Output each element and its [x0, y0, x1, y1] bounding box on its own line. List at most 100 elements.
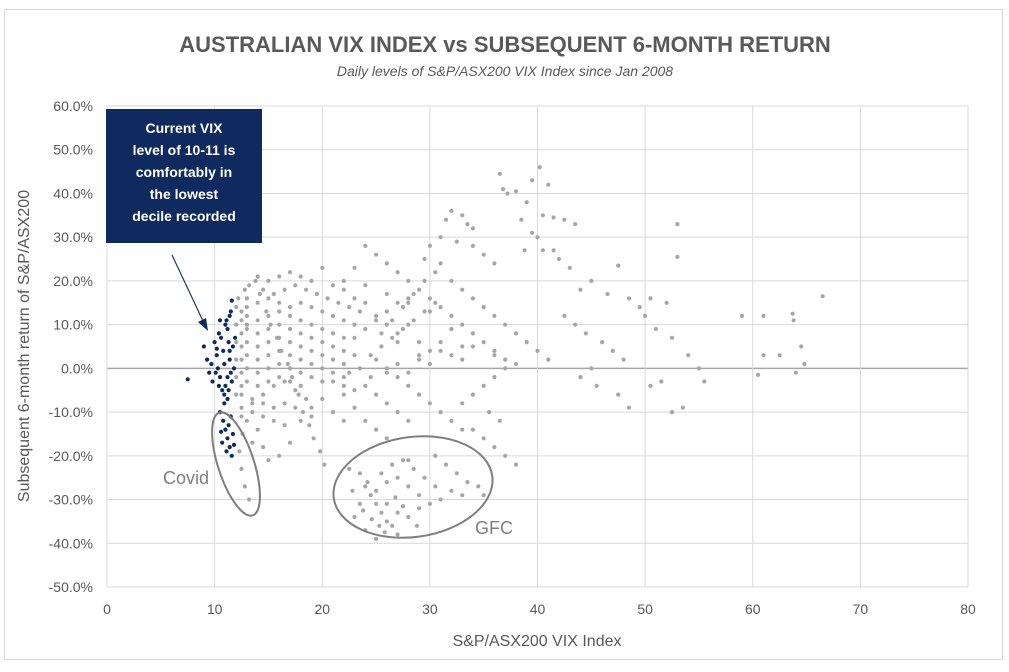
- x-tick-label: 0: [103, 601, 111, 617]
- low-vix-point: [229, 453, 234, 458]
- data-point: [244, 366, 249, 371]
- data-point: [285, 361, 290, 367]
- data-point: [820, 294, 825, 299]
- data-point: [341, 383, 346, 388]
- data-point: [239, 357, 244, 362]
- data-point: [777, 353, 782, 358]
- data-point: [287, 313, 293, 318]
- low-vix-point: [225, 326, 230, 332]
- data-point: [239, 466, 244, 471]
- data-point: [411, 466, 416, 471]
- low-vix-point: [222, 361, 227, 367]
- data-point: [390, 335, 395, 340]
- data-point: [347, 370, 352, 375]
- data-point: [239, 344, 244, 349]
- data-point: [261, 287, 266, 292]
- data-point: [379, 510, 384, 515]
- data-point: [460, 287, 465, 292]
- data-point: [573, 322, 578, 327]
- data-point: [287, 379, 293, 384]
- data-point: [282, 423, 287, 428]
- data-point: [363, 418, 368, 423]
- data-point: [395, 475, 400, 480]
- y-tick-label: 60.0%: [53, 98, 93, 114]
- data-point: [470, 226, 475, 231]
- data-point: [330, 283, 336, 288]
- data-point: [374, 536, 379, 542]
- data-point: [427, 361, 432, 367]
- data-point: [395, 270, 400, 275]
- data-point: [266, 458, 271, 463]
- low-vix-point: [217, 375, 223, 380]
- low-vix-point: [212, 340, 217, 345]
- data-point: [287, 305, 293, 310]
- y-tick-label: -40.0%: [49, 535, 93, 551]
- data-point: [589, 278, 594, 283]
- low-vix-point: [219, 335, 224, 340]
- x-tick-label: 60: [745, 601, 761, 617]
- data-point: [255, 331, 260, 336]
- data-point: [257, 291, 262, 297]
- low-vix-point: [214, 346, 219, 351]
- data-point: [293, 405, 298, 410]
- data-point: [524, 340, 529, 345]
- data-point: [395, 340, 400, 345]
- data-point: [669, 335, 675, 340]
- data-point: [476, 484, 481, 489]
- data-point: [350, 488, 355, 493]
- low-vix-point: [230, 344, 235, 349]
- data-point: [443, 462, 449, 467]
- data-point: [449, 488, 454, 493]
- data-point: [519, 217, 524, 222]
- data-point: [247, 283, 252, 288]
- data-point: [454, 239, 459, 244]
- low-vix-point: [216, 331, 221, 336]
- data-point: [244, 313, 249, 318]
- data-point: [287, 440, 293, 445]
- low-vix-point: [230, 431, 235, 437]
- data-point: [449, 353, 454, 358]
- data-point: [578, 287, 583, 292]
- low-vix-point: [225, 396, 230, 402]
- data-point: [330, 331, 336, 336]
- data-point: [250, 401, 255, 406]
- low-vix-point: [220, 440, 225, 445]
- data-point: [648, 296, 653, 301]
- data-point: [540, 213, 546, 218]
- data-point: [255, 383, 260, 388]
- data-point: [352, 265, 357, 270]
- y-tick-label: 30.0%: [53, 229, 93, 245]
- callout-arrow-line: [171, 254, 204, 322]
- x-tick-label: 70: [853, 601, 869, 617]
- data-point: [357, 501, 362, 506]
- low-vix-point: [185, 377, 190, 382]
- data-point: [282, 287, 287, 292]
- data-point: [395, 300, 400, 305]
- data-point: [438, 261, 443, 266]
- data-point: [374, 313, 379, 318]
- data-point: [492, 348, 497, 353]
- data-point: [422, 309, 427, 314]
- covid-ellipse: [211, 411, 261, 517]
- data-point: [513, 189, 519, 194]
- data-point: [307, 423, 312, 428]
- data-point: [255, 318, 260, 323]
- data-point: [470, 392, 475, 397]
- data-point: [341, 361, 346, 367]
- gfc-label: GFC: [475, 518, 513, 538]
- data-point: [282, 379, 287, 384]
- data-point: [481, 305, 486, 310]
- data-point: [438, 340, 443, 345]
- low-vix-point: [222, 401, 227, 406]
- data-point: [298, 344, 303, 349]
- data-point: [330, 410, 336, 415]
- data-point: [653, 326, 659, 332]
- data-point: [368, 375, 373, 380]
- data-point: [363, 300, 368, 305]
- data-point: [791, 318, 796, 323]
- data-point: [551, 215, 556, 220]
- data-point: [417, 506, 422, 511]
- data-point: [454, 471, 459, 476]
- data-point: [330, 379, 336, 384]
- data-point: [330, 313, 336, 318]
